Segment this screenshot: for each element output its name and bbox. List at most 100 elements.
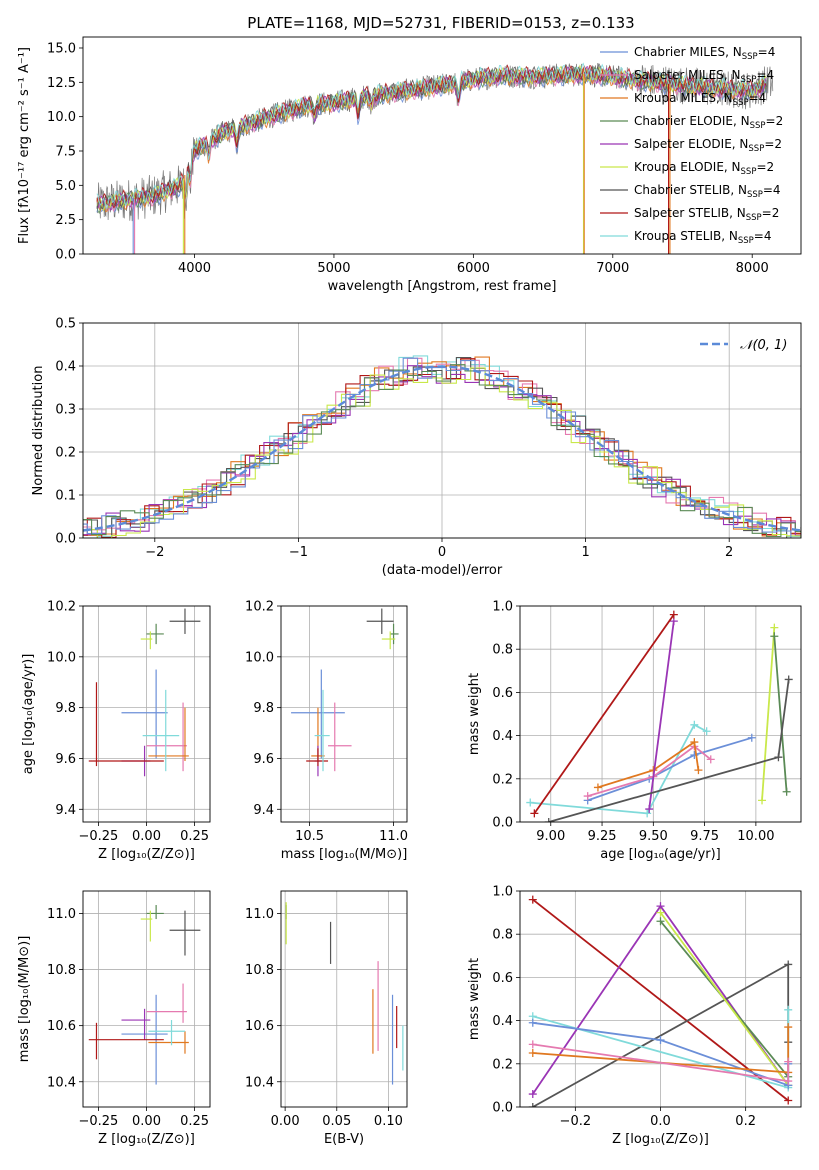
weight-point-marker — [656, 917, 665, 926]
weight-point-marker — [583, 792, 592, 801]
x-tick-label: 0.25 — [180, 829, 209, 844]
weight-point-marker — [528, 895, 537, 904]
weight-point-marker — [784, 1005, 793, 1014]
axes-frame — [519, 890, 802, 1108]
weight-point-marker — [784, 960, 793, 969]
errorbar-group — [291, 608, 399, 777]
histogram-traces — [83, 355, 801, 538]
x-tick-label: 0.00 — [132, 1114, 161, 1129]
weight-point-marker — [784, 675, 793, 684]
x-tick-label: 9.75 — [690, 829, 719, 844]
x-tick-label: 0.00 — [271, 1114, 300, 1129]
y-tick-label: 9.4 — [55, 803, 76, 818]
weight-series-line — [597, 740, 700, 789]
y-tick-label: 11.0 — [47, 907, 76, 922]
weight-point-marker — [528, 1049, 537, 1057]
weight-point-marker — [656, 908, 665, 917]
weight-series-line — [648, 620, 675, 810]
weight-point-marker — [669, 610, 678, 619]
x-tick-label: −0.25 — [78, 1114, 118, 1129]
y-axis-label: mass weight — [467, 673, 482, 755]
x-axis-label: mass [log₁₀(M/M⊙)] — [281, 847, 408, 862]
weight-series-line — [533, 614, 675, 814]
y-tick-label: 0.8 — [492, 643, 513, 658]
x-tick-label: 0.2 — [735, 1114, 756, 1129]
y-tick-label: 10.8 — [245, 963, 274, 978]
x-tick-label: 0.05 — [322, 1114, 351, 1129]
x-axis-label: Z [log₁₀(Z/Z⊙)] — [98, 1132, 195, 1147]
x-tick-label: 6000 — [457, 261, 490, 276]
y-axis-label: Flux [fλ10⁻¹⁷ erg cm⁻² s⁻¹ A⁻¹] — [17, 47, 32, 244]
x-tick-label: 9.00 — [536, 829, 565, 844]
mass-vs-ebv-plot: 0.00 0.05 0.10 10.4 10.6 10.8 11.0 E(B-V) — [245, 890, 408, 1147]
model-spectrum-line — [96, 66, 767, 211]
y-tick-label: 9.6 — [55, 752, 76, 767]
x-tick-label: 10.5 — [295, 829, 324, 844]
x-tick-label: 0.25 — [180, 1114, 209, 1129]
errorbar-group — [88, 608, 201, 777]
y-tick-label: 9.8 — [253, 701, 274, 716]
histogram-series — [83, 357, 801, 538]
y-tick-label: 10.2 — [47, 600, 76, 615]
spectrum-traces — [96, 62, 774, 254]
x-tick-label: 9.50 — [639, 829, 668, 844]
x-axis-label: (data-model)/error — [382, 563, 503, 578]
axes-frame — [82, 36, 802, 255]
y-tick-label: 10.0 — [47, 650, 76, 665]
weight-series-line — [761, 627, 776, 801]
x-tick-label: 0.0 — [650, 1114, 671, 1129]
x-tick-label: −1 — [289, 545, 308, 560]
y-tick-label: 12.5 — [47, 76, 76, 91]
y-tick-label: 0.6 — [492, 686, 513, 701]
x-axis-label: wavelength [Angstrom, rest frame] — [328, 279, 557, 294]
y-tick-label: 7.5 — [55, 144, 76, 159]
weight-vs-metallicity-plot: −0.2 0.0 0.2 0.0 0.2 0.4 0.6 0.8 1.0 Z [log₁₀(Z/Z… — [467, 885, 802, 1147]
legend-label: Kroupa ELODIE, NSSP=2 — [634, 160, 774, 177]
y-tick-label: 15.0 — [47, 41, 76, 56]
weight-point-marker — [770, 632, 779, 641]
x-tick-label: −0.2 — [560, 1114, 592, 1129]
y-tick-label: 0.0 — [492, 816, 513, 831]
legend-label: Chabrier ELODIE, NSSP=2 — [634, 114, 783, 131]
weight-point-marker — [784, 1096, 793, 1105]
weight-series-line — [532, 898, 789, 1102]
y-tick-label: 0.6 — [492, 971, 513, 986]
y-tick-label: 0.4 — [55, 360, 76, 375]
histogram-series — [83, 358, 801, 538]
x-tick-label: −2 — [145, 545, 164, 560]
weight-point-marker — [690, 720, 699, 729]
weight-point-marker — [528, 1090, 537, 1099]
weight-series-line — [587, 745, 712, 797]
y-tick-label: 9.4 — [253, 803, 274, 818]
y-tick-label: 0.0 — [55, 532, 76, 547]
y-tick-label: 5.0 — [55, 179, 76, 194]
model-spectrum-line — [96, 65, 767, 210]
weight-lines — [526, 610, 793, 822]
y-tick-label: 0.0 — [55, 248, 76, 263]
weight-lines — [528, 895, 793, 1107]
y-tick-label: 0.0 — [492, 1101, 513, 1116]
legend-label: 𝒩(0, 1) — [740, 338, 787, 353]
axes-frame — [82, 605, 211, 823]
y-tick-label: 0.2 — [55, 446, 76, 461]
y-tick-label: 9.6 — [253, 752, 274, 767]
errorbar-group — [88, 905, 201, 1085]
y-tick-label: 1.0 — [492, 885, 513, 900]
axes-frame — [280, 890, 408, 1108]
x-axis-label: Z [log₁₀(Z/Z⊙)] — [98, 847, 195, 862]
y-axis-label: age [log₁₀(age/yr)] — [21, 654, 36, 775]
weight-point-marker — [782, 787, 791, 796]
y-tick-label: 0.2 — [492, 772, 513, 787]
model-spectrum-line — [96, 64, 767, 209]
x-tick-label: 10.00 — [737, 829, 774, 844]
legend-label: Chabrier STELIB, NSSP=4 — [634, 183, 781, 200]
mass-vs-metallicity-plot: −0.25 0.00 0.25 10.4 10.6 10.8 11.0 Z [log₁₀(Z/… — [17, 890, 211, 1147]
x-tick-label: 7000 — [596, 261, 629, 276]
y-tick-label: 10.4 — [245, 1075, 274, 1090]
weight-point-marker — [747, 733, 756, 742]
weight-point-marker — [526, 798, 535, 807]
y-axis-label: mass weight — [467, 958, 482, 1040]
y-tick-label: 10.0 — [245, 650, 274, 665]
axes-frame — [280, 605, 408, 823]
